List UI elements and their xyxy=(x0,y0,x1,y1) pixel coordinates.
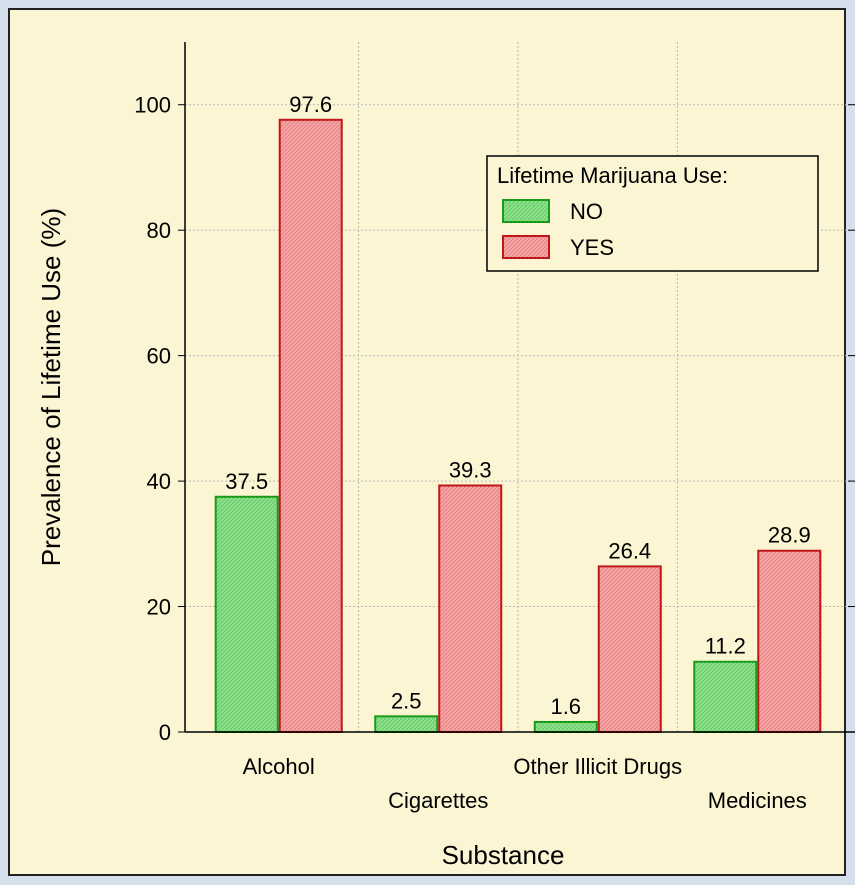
y-tick-label: 20 xyxy=(147,595,171,620)
bar-no-3 xyxy=(693,660,758,734)
data-label: 97.6 xyxy=(289,92,332,117)
x-category-label: Cigarettes xyxy=(388,788,488,813)
x-category-label: Other Illicit Drugs xyxy=(513,754,682,779)
bar-no-2 xyxy=(533,720,598,733)
y-tick-label: 80 xyxy=(147,218,171,243)
legend-swatch-yes xyxy=(502,235,550,259)
bar-yes-0 xyxy=(278,118,343,734)
legend: Lifetime Marijuana Use: NO YES xyxy=(486,155,819,272)
data-label: 28.9 xyxy=(768,523,811,548)
data-label: 2.5 xyxy=(391,688,422,713)
axes xyxy=(178,42,855,733)
data-label: 37.5 xyxy=(225,469,268,494)
legend-label-yes: YES xyxy=(570,235,614,260)
data-label: 11.2 xyxy=(705,634,746,659)
y-axis-title: Prevalence of Lifetime Use (%) xyxy=(36,208,66,566)
legend-swatch-no xyxy=(502,199,550,223)
y-tick-label: 60 xyxy=(147,344,171,369)
data-label: 39.3 xyxy=(449,457,492,482)
grid-lines xyxy=(185,42,855,732)
x-category-label: Medicines xyxy=(708,788,807,813)
x-axis-title: Substance xyxy=(442,840,565,870)
legend-label-no: NO xyxy=(570,199,603,224)
legend-title: Lifetime Marijuana Use: xyxy=(497,163,728,188)
bar-yes-2 xyxy=(597,565,662,734)
bar-yes-1 xyxy=(438,484,503,733)
labels: 0 20 40 60 80 100 37.5 97.6 Alcohol 2.5 39.3 Cigare… xyxy=(134,92,810,813)
bar-yes-3 xyxy=(757,549,822,734)
y-tick-label: 0 xyxy=(159,720,171,745)
data-label: 26.4 xyxy=(608,538,651,563)
x-category-label: Alcohol xyxy=(243,754,315,779)
bar-no-0 xyxy=(214,495,279,734)
bar-no-1 xyxy=(374,715,439,733)
y-tick-label: 100 xyxy=(134,93,171,118)
y-tick-label: 40 xyxy=(147,469,171,494)
data-label: 1.6 xyxy=(550,694,581,719)
